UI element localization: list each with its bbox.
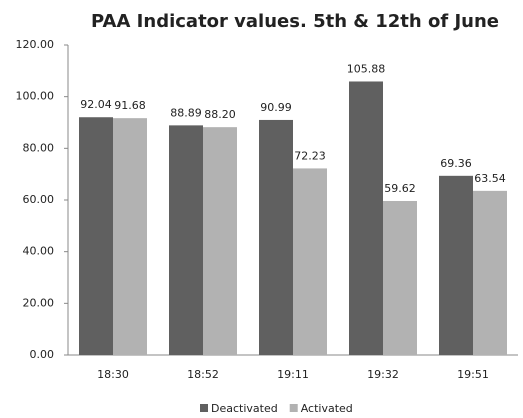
value-label: 69.36: [440, 157, 472, 170]
value-label: 88.89: [170, 106, 202, 119]
x-tick-label: 18:30: [97, 368, 129, 381]
bar: [473, 190, 507, 355]
bar: [259, 119, 293, 355]
bar: [383, 200, 417, 355]
value-label: 91.68: [114, 99, 146, 112]
value-label: 88.20: [204, 108, 236, 121]
chart-title: PAA Indicator values. 5th & 12th of June: [91, 11, 499, 32]
legend-swatch: [289, 404, 298, 412]
x-tick-label: 18:52: [187, 368, 219, 381]
bar: [203, 127, 237, 356]
y-tick-label: 60.00: [23, 193, 55, 206]
y-tick-label: 40.00: [23, 245, 55, 258]
value-label: 92.04: [80, 98, 112, 111]
bar: [293, 168, 327, 355]
x-tick-label: 19:32: [367, 368, 399, 381]
legend-label: Activated: [301, 402, 353, 415]
y-tick-label: 0.00: [30, 348, 55, 361]
legend-label: Deactivated: [211, 402, 278, 415]
y-tick-label: 100.00: [16, 90, 55, 103]
legend-swatch: [200, 404, 208, 412]
value-label: 59.62: [384, 182, 416, 195]
bar: [439, 175, 473, 355]
y-tick-label: 20.00: [23, 296, 55, 309]
x-tick-label: 19:51: [457, 368, 489, 381]
y-tick-label: 80.00: [23, 141, 55, 154]
bar: [113, 118, 147, 355]
bar: [349, 81, 383, 355]
value-label: 90.99: [260, 101, 292, 114]
y-tick-label: 120.00: [16, 38, 55, 51]
value-label: 72.23: [294, 149, 326, 162]
bar: [169, 125, 203, 356]
value-label: 63.54: [474, 172, 506, 185]
value-label: 105.88: [347, 62, 386, 75]
x-tick-label: 19:11: [277, 368, 309, 381]
bar: [79, 117, 113, 355]
